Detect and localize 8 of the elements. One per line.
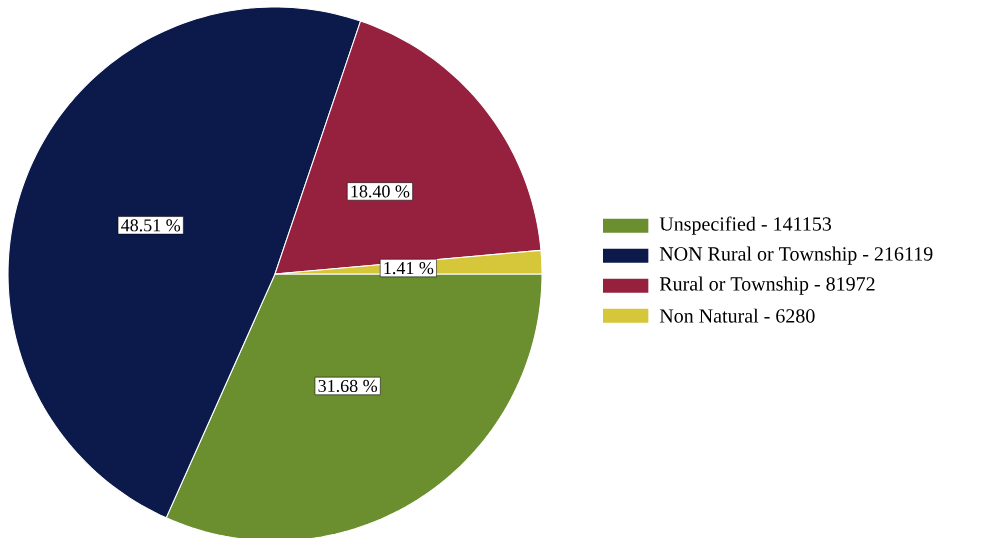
data-label: 18.40 % — [351, 185, 410, 198]
data-label: 48.51 % — [121, 219, 181, 232]
data-label: 31.68 % — [318, 379, 378, 393]
legend-label: Non Natural - 6280 — [659, 308, 815, 323]
legend-label: Unspecified - 141153 — [659, 216, 832, 235]
legend-label: NON Rural or Township - 216119 — [659, 246, 933, 265]
legend-label: Rural or Township - 81972 — [659, 276, 875, 295]
data-label: 1.41 % — [384, 261, 434, 275]
